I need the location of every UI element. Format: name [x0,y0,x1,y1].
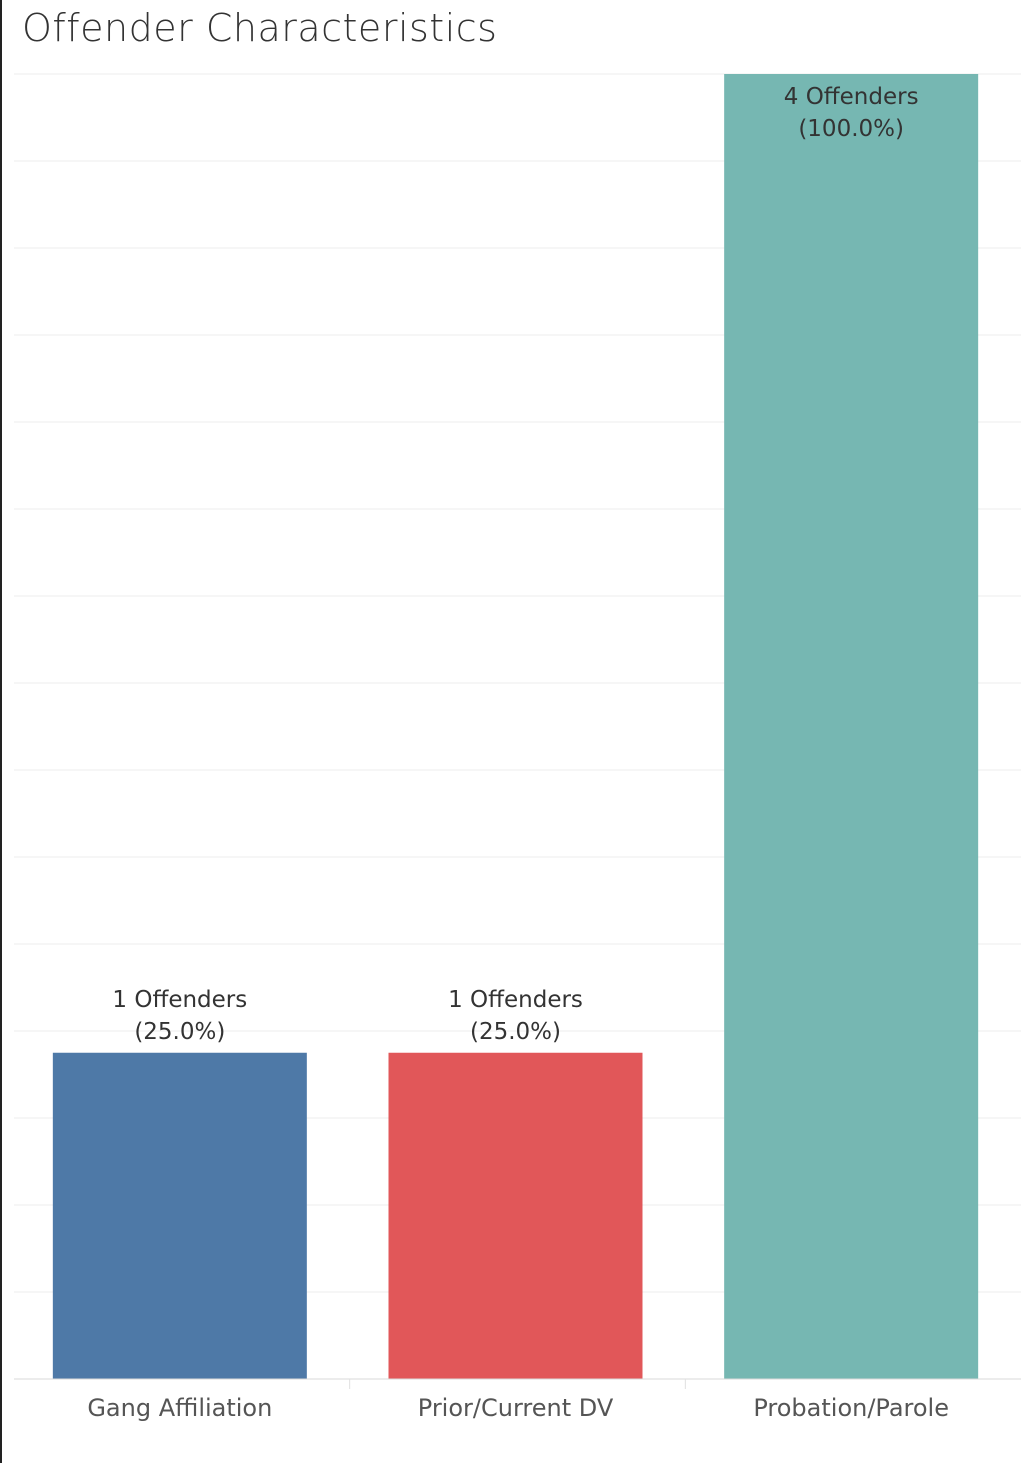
bar-0[interactable] [52,1052,307,1379]
x-axis [14,1378,1021,1389]
page-title: Offender Characteristics [22,6,498,50]
data-label: (25.0%) [134,1019,225,1045]
x-tick-label: Gang Affiliation [87,1394,272,1422]
data-label: 4 Offenders [784,84,919,110]
data-labels-group: 1 Offenders (25.0%) 1 Offenders (25.0%) 4 Of… [112,84,918,1045]
data-label: 1 Offenders [112,987,247,1013]
bar-2[interactable] [724,74,979,1379]
bar-1[interactable] [388,1052,643,1379]
data-label: 1 Offenders [448,987,583,1013]
data-label: (100.0%) [798,116,904,142]
x-axis-labels: Gang Affiliation Prior/Current DV Probatio… [87,1394,949,1422]
x-tick-label: Probation/Parole [753,1394,949,1422]
bars-group [52,74,979,1379]
data-label: (25.0%) [470,1019,561,1045]
x-tick-label: Prior/Current DV [418,1394,614,1422]
